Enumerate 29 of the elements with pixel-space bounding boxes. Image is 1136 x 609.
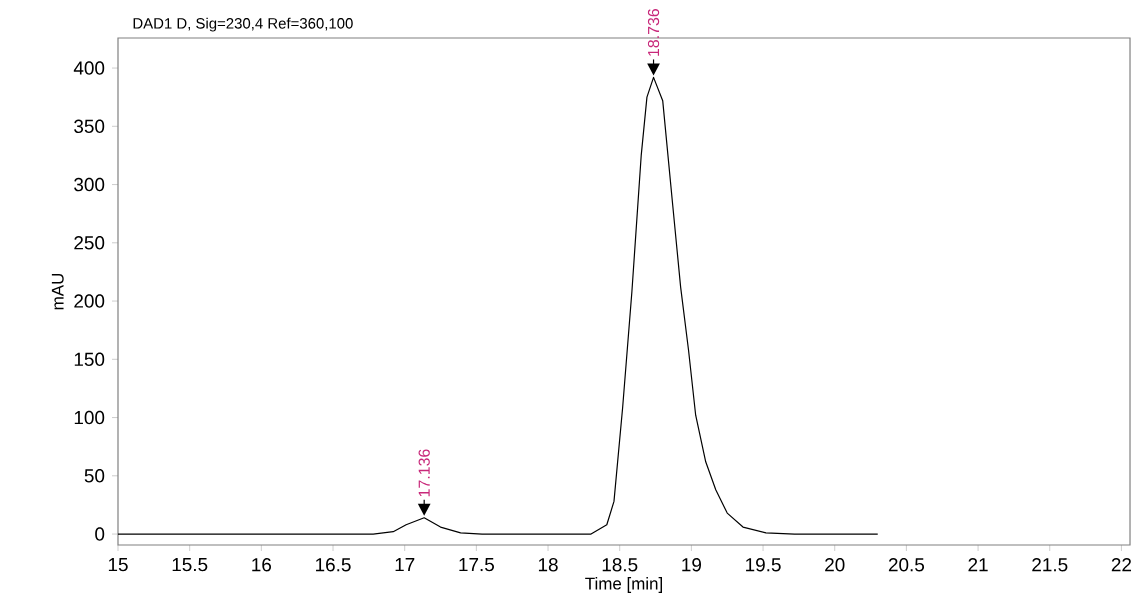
x-tick-label: 19 xyxy=(682,558,701,572)
y-tick-label: 250 xyxy=(74,236,105,250)
y-tick-label: 100 xyxy=(74,410,105,425)
x-tick-label: 16.5 xyxy=(316,558,351,572)
x-tick-label: 18 xyxy=(538,558,558,572)
x-tick-label: 20.5 xyxy=(888,558,925,572)
annotation: 17.136 xyxy=(418,449,430,497)
x-tick-label: 22 xyxy=(1111,558,1132,572)
x-tick-label: 16 xyxy=(252,558,272,572)
annotation: 18.736 xyxy=(647,9,660,56)
y-tick-label: 200 xyxy=(74,294,105,308)
x-tick-label: 20 xyxy=(825,558,845,572)
x-tick-label: 21 xyxy=(968,558,988,572)
y-axis-title: mAU xyxy=(51,273,64,310)
y-tick-label: 50 xyxy=(84,469,105,483)
y-tick-label: 300 xyxy=(74,177,105,192)
x-axis-title: Time [min] xyxy=(585,577,662,593)
x-tick-label: 17.5 xyxy=(459,558,494,572)
y-tick-label: 350 xyxy=(74,119,105,134)
x-tick-label: 21.5 xyxy=(1032,558,1068,572)
y-tick-label: 150 xyxy=(74,352,105,367)
x-tick-label: 15.5 xyxy=(172,558,208,572)
x-tick-label: 19.5 xyxy=(746,558,781,572)
chart-title: DAD1 D, Sig=230,4 Ref=360,100 xyxy=(133,17,353,32)
x-tick-label: 17 xyxy=(395,558,415,572)
x-tick-label: 15 xyxy=(108,558,128,572)
x-tick-label: 18.5 xyxy=(602,558,638,572)
y-tick-label: 0 xyxy=(95,527,105,541)
y-tick-label: 400 xyxy=(73,61,105,75)
